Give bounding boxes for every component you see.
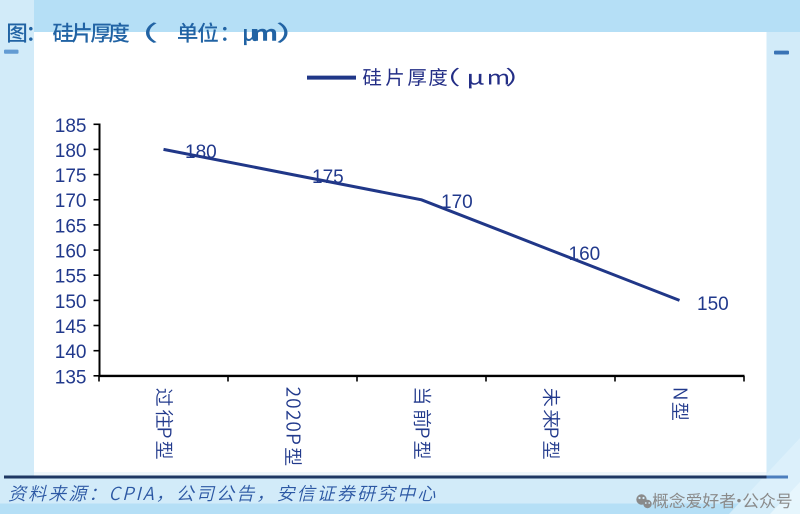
svg-text:160: 160	[569, 244, 601, 265]
svg-text:170: 170	[441, 192, 473, 213]
svg-text:185: 185	[55, 116, 87, 137]
svg-text:170: 170	[55, 191, 87, 212]
svg-text:180: 180	[185, 142, 217, 163]
svg-text:180: 180	[55, 141, 87, 162]
svg-text:155: 155	[55, 267, 87, 288]
svg-text:145: 145	[55, 317, 87, 338]
svg-text:150: 150	[55, 292, 87, 313]
svg-text:135: 135	[55, 367, 87, 388]
svg-text:140: 140	[55, 342, 87, 363]
svg-text:150: 150	[697, 294, 729, 315]
svg-text:175: 175	[55, 166, 87, 187]
svg-text:165: 165	[55, 216, 87, 237]
svg-text:160: 160	[55, 242, 87, 263]
svg-text:175: 175	[312, 167, 344, 188]
